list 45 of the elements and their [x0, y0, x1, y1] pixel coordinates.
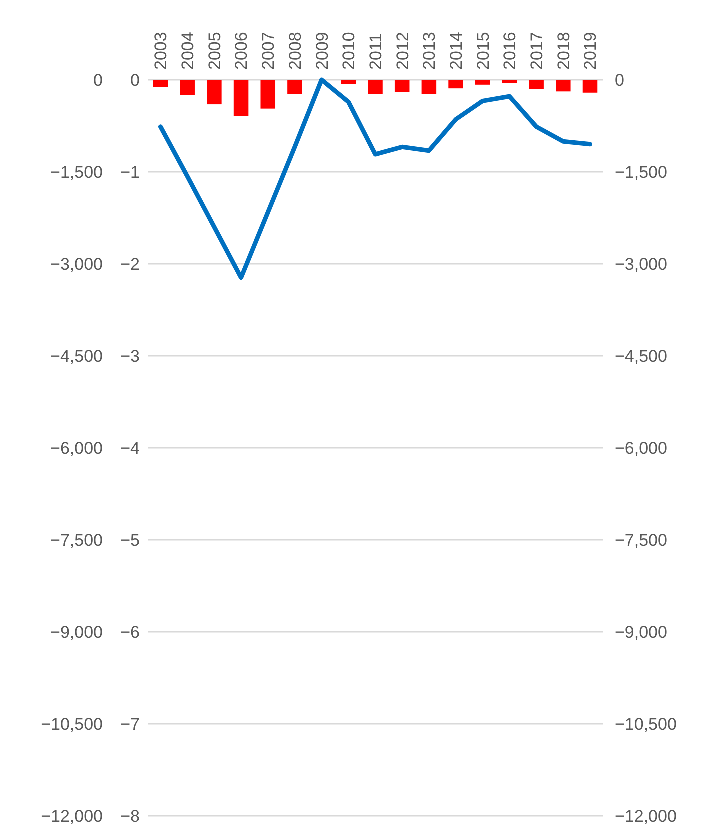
text: −9,000	[615, 622, 668, 642]
x-tick-label: 2011	[366, 33, 386, 70]
y2-tick-label: −6	[120, 622, 140, 642]
y2-tick-label: −8	[120, 806, 140, 826]
x-tick-label: 2009	[312, 32, 332, 70]
y2-tick-label: −2	[120, 254, 140, 274]
y-tick-label: −1,500	[50, 162, 103, 182]
y2-tick-label: 0	[130, 70, 140, 90]
text: −7,500	[615, 530, 668, 550]
text: −6,000	[615, 438, 668, 458]
text: −3,000	[615, 254, 668, 274]
y2-tick-label: −4	[120, 438, 140, 458]
x-tick-label: 2013	[420, 32, 440, 70]
x-tick-label: 2003	[152, 32, 171, 70]
y2-tick-label: −3	[120, 346, 140, 366]
x-tick-label: 2008	[286, 32, 305, 70]
x-tick-label: 2016	[500, 32, 520, 70]
y-tick-label: −9,000	[50, 622, 103, 642]
x-tick-label: 2010	[340, 32, 359, 70]
y-tick-label: −7,500	[50, 530, 103, 550]
y2-tick-label: −1	[120, 162, 140, 182]
text: −4,500	[615, 346, 668, 366]
y2-tick-label: −7	[120, 714, 140, 734]
x-tick-label: 2007	[259, 32, 278, 70]
text: −10,500	[615, 714, 677, 734]
text: −1,500	[615, 162, 668, 182]
line-series	[158, 78, 592, 280]
x-tick-label: 2012	[393, 32, 412, 70]
y-tick-label: −3,000	[50, 254, 103, 274]
y-tick-label: −6,000	[50, 438, 103, 458]
x-tick-label: 2018	[554, 32, 574, 70]
text: 0	[615, 70, 624, 90]
y-tick-label: −12,000	[41, 806, 103, 826]
x-tick-label: 2005	[205, 32, 224, 70]
x-tick-label: 2019	[581, 32, 600, 70]
x-tick-label: 2015	[474, 32, 493, 70]
y-tick-label: −4,500	[50, 346, 103, 366]
x-tick-label: 2006	[232, 32, 252, 70]
y2-tick-label: −5	[120, 530, 140, 550]
y-tick-label: 0	[94, 70, 103, 90]
x-tick-label: 2017	[528, 32, 547, 70]
text: −12,000	[615, 806, 677, 826]
y-tick-label: −10,500	[41, 714, 103, 734]
x-tick-label: 2004	[178, 32, 198, 70]
x-tick-label: 2014	[446, 32, 466, 70]
